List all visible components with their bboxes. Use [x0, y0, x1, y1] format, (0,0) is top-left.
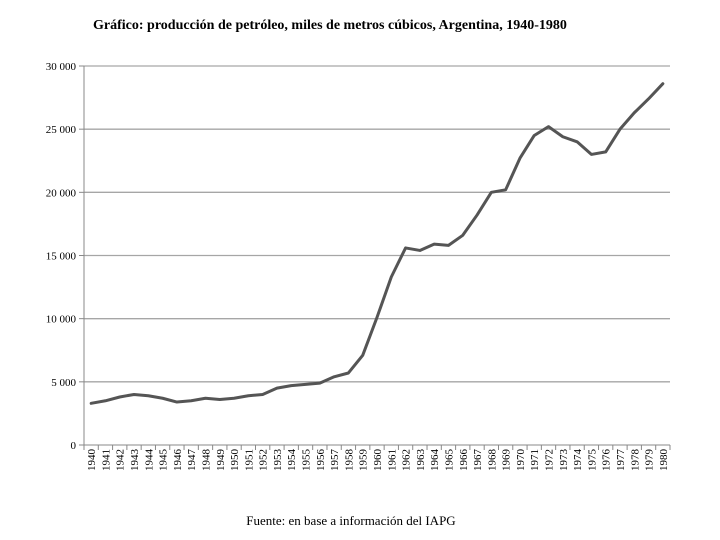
data-point-1964: [433, 243, 435, 245]
y-tick-label: 0: [71, 440, 77, 452]
x-tick-label-1951: 1951: [243, 449, 255, 471]
data-point-1940: [90, 402, 92, 405]
x-tick-label-1963: 1963: [415, 449, 427, 472]
data-point-1965: [447, 244, 450, 247]
data-point-1944: [147, 394, 150, 397]
data-point-1975: [590, 153, 593, 156]
x-tick-label-1947: 1947: [186, 449, 198, 472]
data-point-1942: [118, 396, 121, 398]
x-tick-label-1941: 1941: [100, 449, 112, 471]
series-group: [89, 82, 665, 405]
gridlines: [84, 65, 670, 383]
x-tick-label-1969: 1969: [501, 449, 513, 472]
axes: [79, 65, 671, 450]
chart-source-note: Fuente: en base a información del IAPG: [0, 513, 720, 529]
x-tick-label-1979: 1979: [644, 449, 656, 472]
data-point-1948: [204, 397, 207, 400]
data-point-1969: [504, 189, 507, 191]
data-point-1979: [647, 98, 650, 100]
x-tick-label-1940: 1940: [86, 449, 98, 472]
series-line-0: [89, 82, 665, 405]
data-point-1959: [361, 354, 364, 357]
data-point-1971: [533, 134, 536, 137]
x-tick-label-1942: 1942: [115, 449, 127, 471]
data-point-1953: [276, 387, 278, 389]
y-tick-label: 30 000: [46, 61, 77, 73]
source-text: Fuente: en base a información del IAPG: [246, 513, 456, 528]
data-point-1960: [376, 316, 378, 319]
x-tick-label-1961: 1961: [386, 449, 398, 471]
x-tick-label-1980: 1980: [658, 449, 670, 472]
x-tick-label-1978: 1978: [629, 449, 641, 472]
data-point-1943: [133, 393, 135, 396]
x-tick-label-1967: 1967: [472, 449, 484, 472]
x-tick-label-1970: 1970: [515, 449, 527, 472]
y-tick-label: 5 000: [51, 377, 76, 389]
x-tick-label-1964: 1964: [429, 449, 441, 472]
data-point-1945: [161, 397, 164, 400]
data-point-1946: [176, 401, 178, 403]
data-point-1963: [419, 249, 421, 252]
x-tick-label-1965: 1965: [443, 449, 455, 472]
x-tick-label-1960: 1960: [372, 449, 384, 472]
chart-title: Gráfico: producción de petróleo, miles d…: [93, 18, 567, 33]
data-point-1961: [390, 276, 393, 278]
y-tick-label: 10 000: [46, 314, 77, 326]
x-tick-label-1945: 1945: [158, 449, 170, 472]
x-axis-tick-labels: 1940 1941 1942 1943 1944 1945 1946 1947 1948 1949…: [86, 449, 670, 472]
data-point-1973: [562, 135, 564, 138]
x-tick-label-1974: 1974: [572, 449, 584, 472]
data-point-1958: [347, 372, 350, 374]
x-tick-label-1966: 1966: [458, 449, 470, 472]
data-point-1966: [461, 234, 464, 237]
data-point-1951: [247, 394, 250, 397]
data-point-1947: [190, 399, 192, 402]
x-tick-label-1953: 1953: [272, 449, 284, 472]
x-tick-label-1952: 1952: [258, 449, 270, 471]
x-tick-label-1949: 1949: [215, 449, 227, 472]
data-point-1941: [104, 399, 107, 402]
x-tick-label-1958: 1958: [343, 449, 355, 472]
y-tick-label: 15 000: [46, 251, 77, 263]
data-point-1972: [547, 125, 550, 128]
x-tick-label-1946: 1946: [172, 449, 184, 472]
data-point-1974: [576, 141, 578, 143]
data-point-1977: [619, 128, 621, 130]
data-point-1976: [604, 151, 607, 153]
x-tick-label-1943: 1943: [129, 449, 141, 472]
data-point-1956: [319, 382, 321, 384]
x-tick-label-1956: 1956: [315, 449, 327, 472]
x-tick-label-1971: 1971: [529, 449, 541, 471]
data-point-1968: [490, 191, 493, 194]
data-point-1980: [662, 82, 664, 85]
x-tick-label-1950: 1950: [229, 449, 241, 472]
y-tick-label: 25 000: [46, 124, 77, 136]
x-tick-label-1962: 1962: [401, 449, 413, 471]
data-point-1955: [304, 383, 307, 386]
x-tick-label-1954: 1954: [286, 449, 298, 472]
x-tick-label-1957: 1957: [329, 449, 341, 472]
x-tick-label-1955: 1955: [301, 449, 313, 472]
data-point-1957: [333, 375, 335, 378]
y-tick-label: 20 000: [46, 187, 77, 199]
data-point-1954: [290, 384, 293, 387]
x-tick-label-1959: 1959: [358, 449, 370, 472]
x-tick-label-1948: 1948: [200, 449, 212, 472]
x-tick-label-1973: 1973: [558, 449, 570, 472]
data-point-1967: [476, 214, 478, 216]
data-point-1952: [261, 393, 264, 396]
x-tick-label-1977: 1977: [615, 449, 627, 472]
data-point-1970: [519, 157, 521, 160]
x-tick-label-1968: 1968: [486, 449, 498, 472]
data-point-1949: [218, 398, 221, 401]
x-tick-label-1976: 1976: [601, 449, 613, 472]
x-tick-label-1972: 1972: [544, 449, 556, 471]
x-tick-label-1944: 1944: [143, 449, 155, 472]
x-tick-label-1975: 1975: [586, 449, 598, 472]
data-point-1962: [404, 247, 407, 249]
data-point-1978: [633, 111, 636, 114]
y-axis-tick-labels: 0 5 000 10 000 15 000 20 000 25 000 30 000: [46, 61, 77, 452]
data-point-1950: [233, 397, 235, 400]
